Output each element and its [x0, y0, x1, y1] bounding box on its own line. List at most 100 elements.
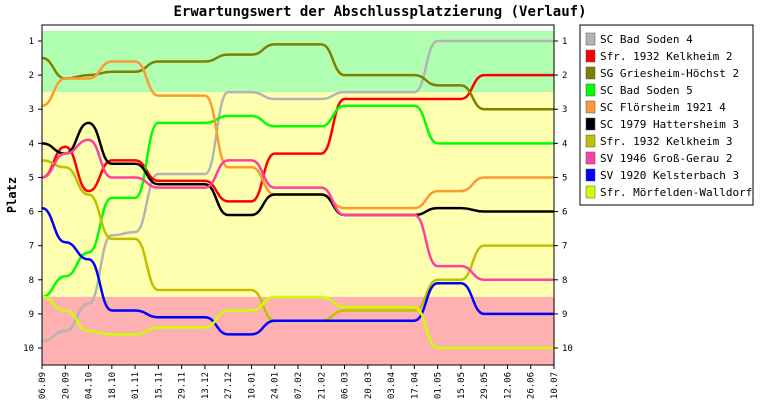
series-5-point-11	[297, 193, 299, 196]
ytick-label-right-8: 9	[562, 310, 567, 320]
series-7-point-9	[250, 159, 253, 162]
series-2-point-7	[204, 60, 206, 63]
series-1-point-1	[64, 145, 67, 148]
series-4-point-13	[343, 207, 346, 209]
series-1-point-17	[436, 98, 439, 100]
series-2-point-9	[250, 53, 253, 56]
series-6-point-9	[250, 289, 253, 291]
series-4-point-8	[227, 166, 229, 169]
series-0-point-17	[436, 40, 439, 42]
xtick-label-9: 10.01	[247, 372, 257, 399]
series-0-point-3	[111, 234, 113, 237]
series-5-point-18	[460, 207, 462, 209]
series-9-point-16	[413, 306, 416, 308]
series-0-point-4	[134, 231, 136, 233]
series-7-point-5	[157, 186, 160, 189]
series-0-point-14	[367, 91, 369, 93]
series-8-point-17	[436, 282, 439, 284]
series-2	[41, 43, 555, 111]
legend-swatch-0	[585, 32, 596, 46]
xtick-label-2: 04.10	[85, 372, 95, 399]
series-7-point-7	[204, 186, 206, 189]
series-9-point-3	[111, 333, 113, 336]
series-6-point-20	[506, 244, 509, 247]
series-6-point-4	[134, 238, 136, 240]
series-2-point-21	[529, 108, 532, 111]
series-9-point-6	[180, 326, 183, 329]
series-3-point-18	[460, 142, 462, 145]
series-0-point-20	[506, 40, 509, 42]
xtick-label-14: 20.03	[364, 372, 374, 399]
series-3-point-21	[529, 142, 532, 145]
series-9-point-18	[460, 347, 462, 349]
series-1-point-21	[529, 74, 532, 76]
xtick-label-20: 12.06	[503, 372, 513, 399]
series-7-point-6	[180, 186, 183, 189]
series-2-point-3	[111, 70, 113, 73]
xtick-label-17: 01.05	[434, 372, 444, 399]
series-9-point-4	[134, 333, 136, 336]
series-8-point-10	[273, 319, 276, 322]
series-3-point-10	[273, 125, 276, 128]
series-0-point-18	[460, 40, 462, 42]
legend-label-8: SV 1920 Kelsterbach 3	[600, 169, 739, 182]
xtick-label-16: 17.04	[410, 372, 420, 399]
series-6-point-19	[483, 244, 485, 247]
series-4-point-20	[506, 176, 509, 179]
series-0-point-21	[529, 40, 532, 42]
series-8-point-9	[250, 333, 253, 336]
series-6-point-6	[180, 289, 183, 291]
series-3-point-9	[250, 115, 253, 117]
series-7-point-2	[87, 139, 90, 141]
series-6-point-15	[390, 309, 392, 312]
xtick-label-0: 06.09	[38, 372, 48, 399]
ytick-label-left-1: 2	[29, 71, 34, 81]
series-7-point-1	[64, 152, 67, 155]
series-2-point-16	[413, 74, 416, 76]
series-9-point-2	[87, 330, 90, 332]
series-6-point-1	[64, 166, 67, 169]
series-0-point-10	[273, 98, 276, 100]
series-8-point-8	[227, 333, 229, 336]
series-1-point-5	[157, 180, 160, 182]
xtick-label-18: 15.05	[457, 372, 467, 399]
legend-label-3: SC Bad Soden 5	[600, 84, 693, 97]
series-8-point-3	[111, 309, 113, 312]
ytick-label-left-9: 10	[23, 344, 34, 354]
ytick-label-left-8: 9	[29, 310, 34, 320]
series-3-point-13	[343, 105, 346, 107]
legend-swatch-1	[585, 49, 596, 63]
series-6-point-21	[529, 244, 532, 247]
series-4-point-19	[483, 176, 485, 179]
series-0-point-6	[180, 173, 183, 175]
legend-label-1: Sfr. 1932 Kelkheim 2	[600, 50, 732, 63]
series-3	[41, 104, 555, 299]
xtick-label-4: 01.11	[131, 372, 141, 399]
legend-swatch-7	[585, 151, 596, 165]
ytick-label-right-4: 5	[562, 173, 567, 183]
series-6-point-8	[227, 289, 229, 291]
series-2-point-17	[436, 84, 439, 87]
series-9-point-20	[506, 347, 509, 349]
series-9-point-11	[297, 296, 299, 298]
ytick-label-right-1: 2	[562, 71, 567, 81]
series-3-point-17	[436, 142, 439, 145]
series-8-point-7	[204, 316, 206, 319]
series-4-point-6	[180, 94, 183, 97]
series-9-point-19	[483, 347, 485, 349]
series-7-point-14	[367, 214, 369, 216]
ytick-label-right-0: 1	[562, 37, 567, 47]
series-8	[41, 206, 555, 336]
series-5-point-17	[436, 207, 439, 209]
series-4-point-15	[390, 207, 392, 209]
series-0-point-16	[413, 91, 416, 93]
series-9-point-21	[529, 347, 532, 349]
series-5-point-6	[180, 183, 183, 186]
series-2-point-10	[273, 43, 276, 46]
series-7-point-13	[343, 214, 346, 216]
series-5-point-4	[134, 163, 136, 165]
xtick-label-22: 10.07	[550, 372, 560, 399]
series-3-point-19	[483, 142, 485, 145]
series-4-point-4	[134, 60, 136, 63]
